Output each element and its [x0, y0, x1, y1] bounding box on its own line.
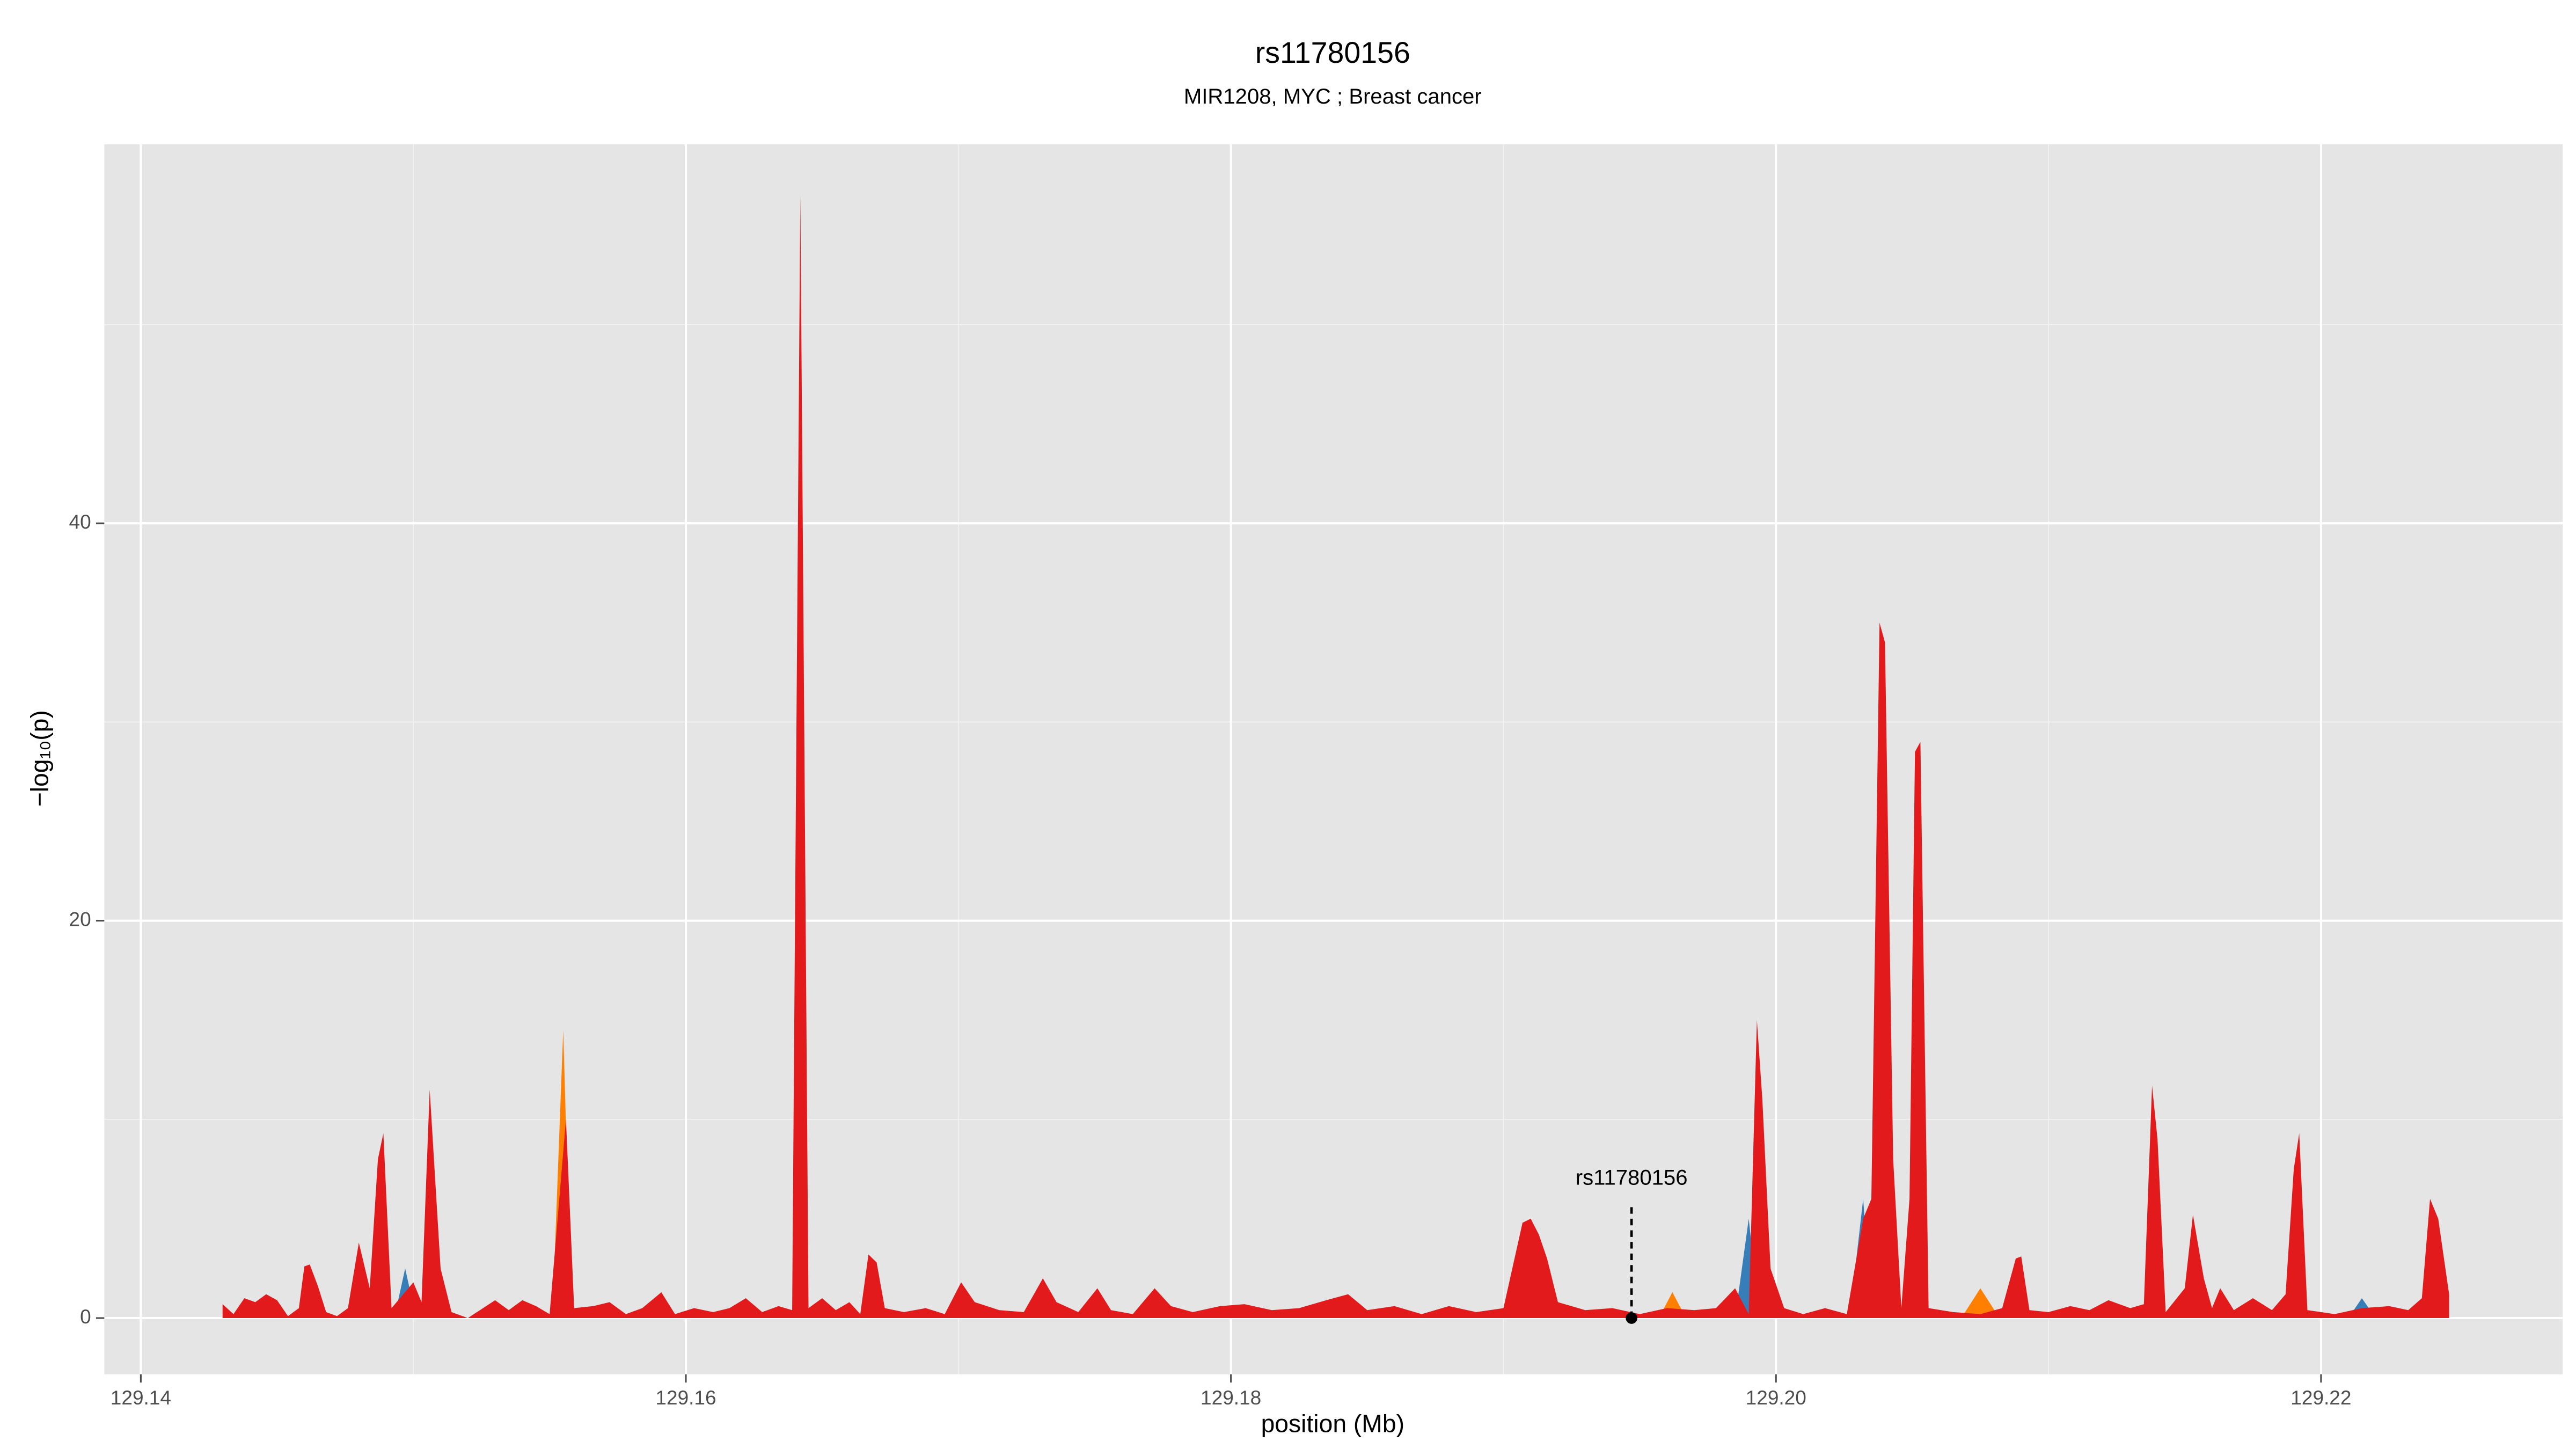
- chart-subtitle: MIR1208, MYC ; Breast cancer: [1184, 85, 1482, 108]
- annotation-label: rs11780156: [1576, 1166, 1688, 1189]
- y-tick-label: 0: [80, 1305, 91, 1328]
- x-tick-label: 129.16: [655, 1386, 716, 1409]
- x-tick-label: 129.14: [111, 1386, 171, 1409]
- x-tick-label: 129.22: [2290, 1386, 2351, 1409]
- x-tick-label: 129.18: [1201, 1386, 1261, 1409]
- y-axis-label: −log₁₀(p): [25, 710, 53, 807]
- annotation-point: [1626, 1312, 1637, 1324]
- x-axis-label: position (Mb): [1261, 1410, 1404, 1438]
- area: [1961, 1288, 2000, 1319]
- chart-title: rs11780156: [1255, 36, 1410, 69]
- y-tick-label: 20: [69, 908, 91, 930]
- y-tick-label: 40: [69, 510, 91, 533]
- panel: [104, 144, 2563, 1374]
- x-tick-label: 129.20: [1746, 1386, 1806, 1409]
